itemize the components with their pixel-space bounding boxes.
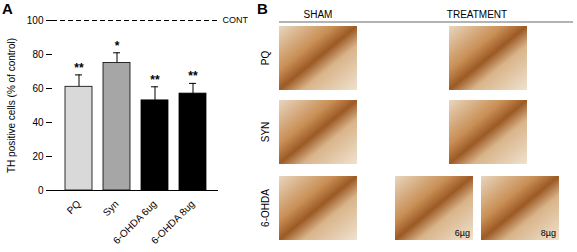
svg-text:PQ: PQ — [65, 198, 83, 216]
svg-text:CONT: CONT — [223, 15, 249, 25]
svg-text:SYN: SYN — [260, 122, 271, 143]
svg-text:100: 100 — [27, 15, 44, 26]
svg-text:TREATMENT: TREATMENT — [447, 9, 507, 20]
svg-text:8µg: 8µg — [541, 228, 556, 238]
svg-text:TH positive cells (% of contro: TH positive cells (% of control) — [6, 38, 17, 173]
svg-text:SHAM: SHAM — [304, 9, 333, 20]
svg-text:6-OHDA 8ug: 6-OHDA 8ug — [149, 198, 197, 246]
svg-text:**: ** — [74, 61, 84, 75]
svg-text:80: 80 — [32, 49, 44, 60]
svg-text:6µg: 6µg — [455, 228, 470, 238]
svg-text:*: * — [115, 39, 120, 53]
svg-text:40: 40 — [32, 117, 44, 128]
svg-text:PQ: PQ — [260, 51, 271, 66]
html-text:A: A — [2, 0, 13, 17]
svg-text:0: 0 — [38, 185, 44, 196]
svg-text:Syn: Syn — [101, 198, 121, 218]
svg-text:**: ** — [188, 69, 198, 83]
html-text:B: B — [257, 0, 268, 17]
svg-text:6-OHDA 6ug: 6-OHDA 6ug — [110, 198, 159, 247]
svg-text:**: ** — [150, 73, 160, 87]
svg-text:60: 60 — [32, 83, 44, 94]
svg-text:6-OHDA: 6-OHDA — [260, 189, 271, 227]
svg-text:20: 20 — [32, 151, 44, 162]
